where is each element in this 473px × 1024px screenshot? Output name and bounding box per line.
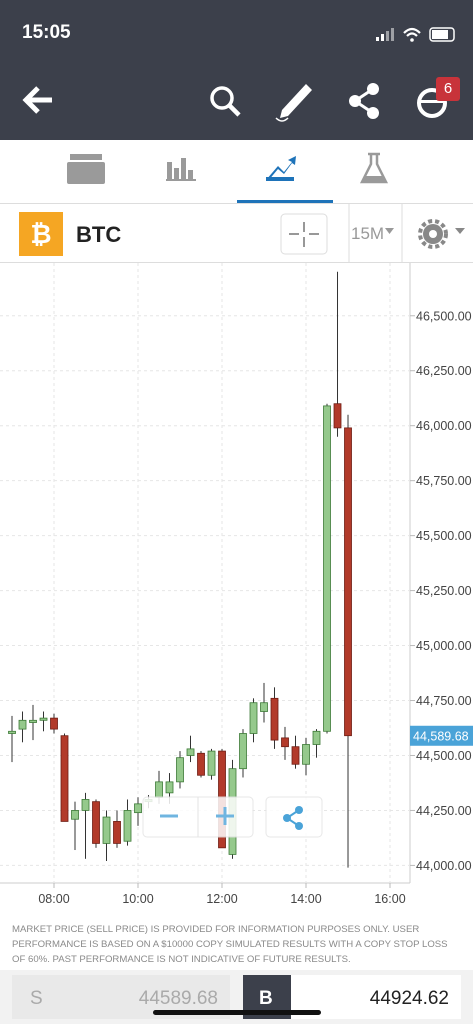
candle-body — [281, 737, 289, 748]
sell-label: S — [30, 988, 43, 1009]
candle-body — [113, 821, 121, 844]
candle-body — [102, 816, 111, 844]
candle-body — [123, 810, 132, 842]
x-tick-label: 14:00 — [290, 892, 321, 906]
candle-body — [8, 730, 16, 734]
y-tick-label: 46,250.00 — [416, 364, 472, 378]
candle-body — [39, 717, 48, 721]
x-tick-label: 16:00 — [374, 892, 405, 906]
candle-body — [323, 405, 331, 732]
candle-body — [18, 719, 27, 730]
disclaimer: MARKET PRICE (SELL PRICE) IS PROVIDED FO… — [12, 924, 448, 965]
instrument-bar — [0, 204, 473, 263]
trade-buttons: S 44589.68 B 44924.62 — [12, 975, 461, 1019]
back-button[interactable] — [22, 86, 52, 114]
candle-body — [239, 733, 247, 770]
notification-badge: 6 — [436, 77, 460, 101]
y-tick-label: 44,500.00 — [416, 749, 472, 763]
search-button[interactable] — [210, 86, 241, 117]
sell-price: 44589.68 — [139, 988, 218, 1009]
y-tick-label: 45,000.00 — [416, 639, 472, 653]
btc-logo — [19, 212, 63, 256]
edit-button[interactable] — [275, 84, 312, 122]
candle-body — [249, 702, 258, 734]
candle-body — [165, 781, 174, 794]
candle-body — [302, 744, 310, 765]
instrument-symbol: BTC — [76, 222, 122, 247]
buy-label: B — [259, 988, 273, 1009]
y-tick-label: 45,250.00 — [416, 584, 472, 598]
candle-body — [71, 810, 79, 820]
candle-body — [333, 403, 342, 429]
candle-body — [186, 748, 195, 756]
candle-body — [176, 757, 184, 783]
y-tick-label: 44,250.00 — [416, 804, 472, 818]
y-tick-label: 45,750.00 — [416, 474, 472, 488]
svg-text:₿: ₿ — [30, 219, 51, 249]
settings-button[interactable] — [418, 219, 465, 249]
notifications-button[interactable] — [417, 88, 447, 118]
crosshair-button[interactable] — [280, 213, 328, 255]
y-tick-label: 45,500.00 — [416, 529, 472, 543]
tab-research[interactable] — [359, 152, 389, 184]
buy-price: 44924.62 — [370, 988, 449, 1009]
last-price-marker — [410, 725, 473, 746]
last-price-label: 44,589.68 — [413, 729, 469, 743]
tab-stats[interactable] — [166, 158, 196, 181]
home-indicator — [153, 1010, 321, 1015]
y-tick-label: 46,000.00 — [416, 419, 472, 433]
candle-body — [260, 702, 268, 712]
tab-news[interactable] — [67, 154, 105, 184]
x-tick-label: 08:00 — [38, 892, 69, 906]
y-tick-label: 44,750.00 — [416, 694, 472, 708]
x-tick-label: 10:00 — [122, 892, 153, 906]
candle-body — [60, 735, 69, 822]
active-tab-indicator — [237, 200, 333, 203]
candle-body — [312, 730, 321, 745]
price-chart: 44,000.00 44,250.00 44,500.00 44,750.00 45,0… — [0, 263, 473, 906]
status-time: 15:05 — [22, 22, 71, 43]
y-tick-label: 44,000.00 — [416, 859, 472, 873]
candle-body — [29, 719, 37, 723]
candle-body — [344, 427, 352, 737]
tab-icons — [67, 152, 389, 203]
candle-body — [155, 781, 163, 798]
candle-body — [270, 697, 279, 741]
header-bar — [0, 0, 473, 140]
candle-body — [134, 803, 142, 814]
timeframe-selector[interactable]: 15M — [351, 224, 385, 243]
zoom-controls — [142, 796, 323, 838]
chart-share-button[interactable] — [283, 806, 303, 830]
x-tick-label: 12:00 — [206, 892, 237, 906]
candle-body — [50, 717, 58, 730]
candle-body — [207, 750, 216, 776]
share-button[interactable] — [349, 83, 379, 119]
candle-body — [81, 799, 90, 811]
candle-body — [291, 746, 300, 765]
tab-chart[interactable] — [266, 156, 296, 181]
instrument-icons: ₿ — [19, 204, 465, 262]
candle-body — [92, 801, 100, 844]
y-tick-label: 46,500.00 — [416, 309, 472, 323]
candle-body — [197, 752, 205, 776]
header-icons — [22, 27, 455, 122]
zoom-in-button[interactable] — [216, 807, 234, 825]
